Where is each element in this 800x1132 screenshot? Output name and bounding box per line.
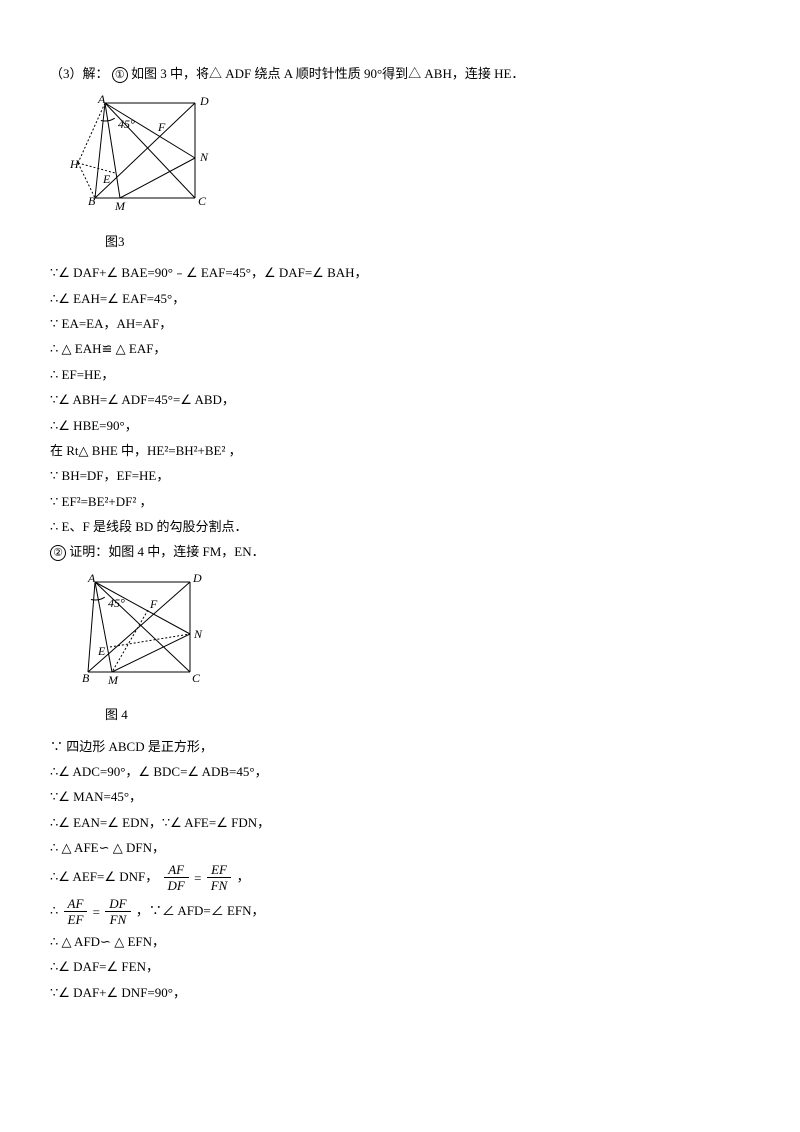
frac-line-2: ∴ AF EF = DF FN ，∵∠ AFD=∠ EFN， — [50, 896, 750, 928]
svg-text:45°: 45° — [108, 596, 125, 610]
frac1-suffix: ， — [237, 869, 250, 884]
svg-text:D: D — [192, 572, 202, 585]
svg-text:B: B — [82, 671, 90, 685]
svg-text:B: B — [88, 194, 96, 208]
figure-4: 45° A D B C M N E F — [70, 572, 750, 699]
proof-line: ∴∠ EAN=∠ EDN，∵∠ AFE=∠ FDN， — [50, 811, 750, 834]
proof-line: ∵ BH=DF，EF=HE， — [50, 464, 750, 487]
proof-line: ∴∠ ADC=90°，∠ BDC=∠ ADB=45°， — [50, 760, 750, 783]
svg-text:D: D — [199, 94, 209, 108]
proof-line: ∴ EF=HE， — [50, 363, 750, 386]
svg-text:H: H — [70, 157, 80, 171]
proof-line: ∵ EA=EA，AH=AF， — [50, 312, 750, 335]
figure-3: 45° A D B C M N E F H — [70, 93, 750, 225]
proof-line: ∵∠ MAN=45°， — [50, 785, 750, 808]
fraction-af-ef: AF EF — [64, 896, 88, 928]
svg-text:C: C — [198, 194, 207, 208]
figure-3-svg: 45° A D B C M N E F H — [70, 93, 215, 218]
svg-text:N: N — [193, 627, 203, 641]
proof-line: ∵ EF²=BE²+DF² ， — [50, 490, 750, 513]
svg-text:F: F — [149, 597, 158, 611]
svg-text:E: E — [97, 644, 106, 658]
fraction-df-fn: DF FN — [105, 896, 130, 928]
proof-line: ∴∠ EAH=∠ EAF=45°， — [50, 287, 750, 310]
figure-4-label: 图 4 — [105, 703, 750, 726]
proof-line: 在 Rt△ BHE 中，HE²=BH²+BE² ， — [50, 439, 750, 462]
svg-text:A: A — [87, 572, 96, 585]
proof-line: ∴ △ EAH≌ △ EAF， — [50, 337, 750, 360]
equals-1: = — [194, 870, 205, 885]
step1-text: 如图 3 中，将△ ADF 绕点 A 顺时针性质 90°得到△ ABH，连接 H… — [131, 66, 524, 81]
svg-text:C: C — [192, 671, 201, 685]
fraction-af-df: AF DF — [164, 862, 189, 894]
proof-line: ∴ E、F 是线段 BD 的勾股分割点． — [50, 515, 750, 538]
proof-3-block: ∵∠ DAF+∠ BAE=90°﹣∠ EAF=45°，∠ DAF=∠ BAH， ∴… — [50, 261, 750, 538]
equals-2: = — [93, 904, 104, 919]
step2-text: 证明：如图 4 中，连接 FM，EN． — [69, 544, 264, 559]
proof-4a-block: ∵ 四边形 ABCD 是正方形，∴∠ ADC=90°，∠ BDC=∠ ADB=4… — [50, 735, 750, 860]
proof-line: ∴ △ AFE∽ △ DFN， — [50, 836, 750, 859]
proof-4b-block: ∴ △ AFD∽ △ EFN，∴∠ DAF=∠ FEN， ∵∠ DAF+∠ DNF… — [50, 930, 750, 1004]
proof-line: ∴∠ HBE=90°， — [50, 414, 750, 437]
proof-line: ∵∠ ABH=∠ ADF=45°=∠ ABD， — [50, 388, 750, 411]
step1-intro: （3）解： ① 如图 3 中，将△ ADF 绕点 A 顺时针性质 90°得到△ … — [50, 62, 750, 85]
svg-text:F: F — [157, 120, 166, 134]
circled-2: ② — [50, 545, 66, 561]
frac1-prefix: ∴∠ AEF=∠ DNF， — [50, 869, 158, 884]
proof-line: ∴ △ AFD∽ △ EFN， — [50, 930, 750, 953]
svg-text:N: N — [199, 150, 209, 164]
svg-text:M: M — [114, 199, 126, 213]
intro-text: （3）解： — [50, 66, 109, 81]
frac-line-1: ∴∠ AEF=∠ DNF， AF DF = EF FN ， — [50, 862, 750, 894]
frac2-prefix: ∴ — [50, 903, 58, 918]
proof-line: ∴∠ DAF=∠ FEN， — [50, 955, 750, 978]
circled-1: ① — [112, 67, 128, 83]
svg-text:E: E — [102, 172, 111, 186]
figure-4-svg: 45° A D B C M N E F — [70, 572, 210, 692]
fraction-ef-fn: EF FN — [207, 862, 232, 894]
figure-3-label: 图3 — [105, 230, 750, 253]
proof-line: ∵∠ DAF+∠ DNF=90°， — [50, 981, 750, 1004]
svg-text:45°: 45° — [118, 117, 135, 131]
frac2-suffix: ，∵∠ AFD=∠ EFN， — [136, 903, 265, 918]
proof-line: ∵ 四边形 ABCD 是正方形， — [50, 735, 750, 758]
proof-line: ∵∠ DAF+∠ BAE=90°﹣∠ EAF=45°，∠ DAF=∠ BAH， — [50, 261, 750, 284]
step2-intro: ② 证明：如图 4 中，连接 FM，EN． — [50, 540, 750, 563]
svg-text:M: M — [107, 673, 119, 687]
svg-text:A: A — [97, 93, 106, 106]
